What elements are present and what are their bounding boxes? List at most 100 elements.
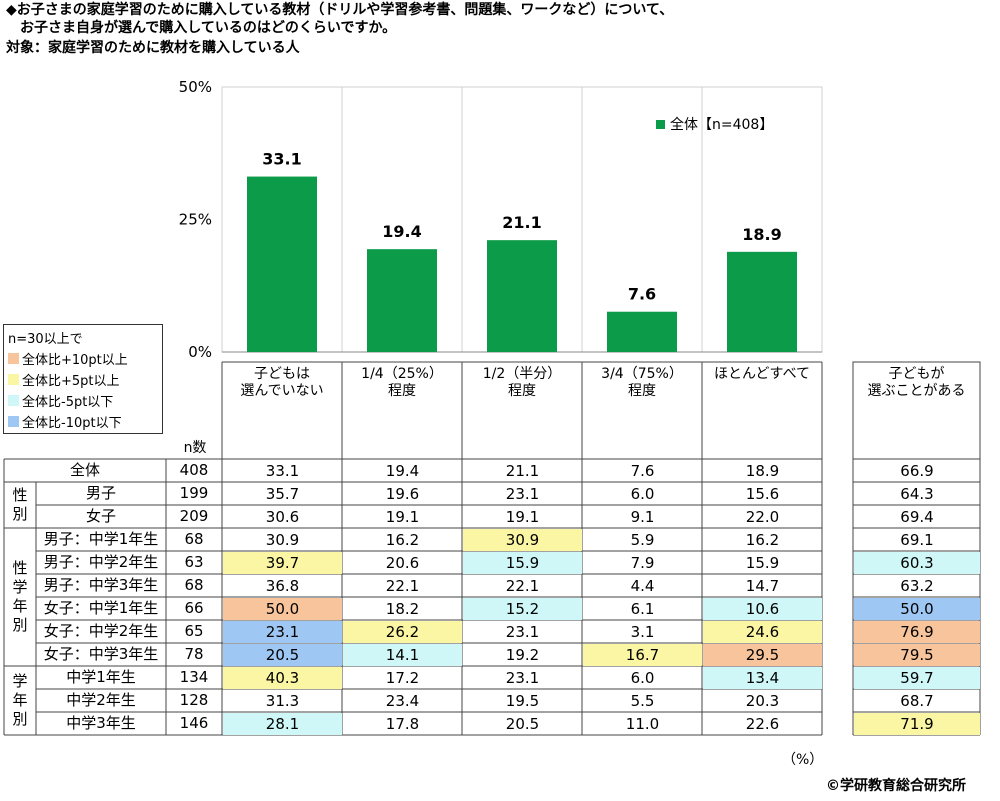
group-label: 性学年別 [4, 528, 36, 666]
table-cell: 20.3 [745, 692, 780, 710]
copyright: ©学研教育総合研究所 [826, 778, 966, 794]
bar [607, 311, 677, 352]
group-label-char: 年 [12, 691, 28, 709]
table-cell: 5.9 [630, 531, 655, 549]
table-cell: 19.4 [385, 462, 420, 480]
row-label: 女子：中学3年生 [43, 645, 159, 663]
table-cell: 11.0 [625, 715, 660, 733]
row-n: 78 [184, 645, 204, 663]
table-cell: 22.1 [505, 577, 540, 595]
row-n: 65 [184, 622, 204, 640]
bar [247, 176, 317, 352]
table-cell: 7.9 [630, 554, 655, 572]
table-cell: 5.5 [630, 692, 655, 710]
table-cell: 15.2 [463, 598, 582, 620]
table-cell: 18.2 [385, 600, 420, 618]
group-label-char: 性 [12, 486, 28, 504]
table-cell: 33.1 [265, 462, 300, 480]
table-cell: 31.3 [265, 692, 300, 710]
column-header: 子どもは [254, 366, 310, 382]
table-cell: 35.7 [265, 485, 300, 503]
group-label: 学年別 [4, 666, 36, 735]
table-cell: 6.0 [630, 485, 655, 503]
row-n: 66 [184, 599, 204, 617]
row-n: 63 [184, 553, 204, 571]
group-label-char: 学 [12, 578, 28, 596]
legend-label-plus10: 全体比+10pt以上 [22, 353, 128, 368]
group-label-char: 別 [12, 616, 28, 634]
column-header: ほとんどすべて [713, 366, 811, 382]
column-header-sub: 程度 [508, 383, 536, 399]
extra-cell: 76.9 [854, 621, 980, 643]
group-label-char: 性 [12, 559, 28, 577]
table-cell: 22.1 [385, 577, 420, 595]
column-header: 1/4（25%） [361, 366, 443, 382]
extra-cell: 63.2 [900, 577, 934, 595]
title-line-3: 対象：家庭学習のために教材を購入している人 [6, 40, 300, 56]
legend-swatch-plus5 [8, 374, 19, 385]
legend-label-minus10: 全体比-10pt以下 [22, 416, 122, 431]
table-cell: 36.8 [265, 577, 300, 595]
table-cell: 16.2 [385, 531, 420, 549]
legend-swatch-minus5 [8, 395, 19, 406]
table-cell: 30.6 [265, 508, 300, 526]
table-cell: 15.9 [463, 552, 582, 574]
highlight-legend-title: n=30以上で [8, 332, 83, 347]
table-cell: 19.1 [385, 508, 420, 526]
y-tick-label: 0% [188, 343, 212, 361]
column-header-sub: 程度 [628, 383, 656, 399]
legend-swatch-plus10 [8, 353, 19, 364]
group-label-char: 別 [12, 505, 28, 523]
table-cell: 40.3 [223, 667, 342, 689]
legend-swatch-minus10 [8, 416, 19, 427]
series-legend-label: 全体【n=408】 [670, 116, 773, 133]
table-cell: 22.6 [745, 715, 780, 733]
table-cell: 18.9 [745, 462, 780, 480]
table-cell: 22.0 [745, 508, 780, 526]
table-cell: 17.2 [385, 669, 420, 687]
row-label: 男子：中学3年生 [43, 576, 159, 594]
title-line-2: お子さま自身が選んで購入しているのはどのくらいですか。 [6, 20, 397, 36]
table-cell: 23.1 [505, 623, 540, 641]
table-cell: 19.6 [385, 485, 420, 503]
group-label: 性別 [4, 482, 36, 528]
extra-cell: 50.0 [854, 598, 980, 620]
extra-cell: 59.7 [854, 667, 980, 689]
bar-value-label: 33.1 [262, 150, 301, 169]
row-n: 134 [179, 668, 209, 686]
row-n: 209 [179, 507, 209, 525]
row-label: 女子 [85, 507, 116, 525]
extra-cell: 69.4 [900, 508, 934, 526]
table-cell: 26.2 [343, 621, 462, 643]
table-cell: 19.1 [505, 508, 540, 526]
row-label: 全体 [69, 461, 100, 479]
bar-value-label: 7.6 [628, 285, 656, 304]
table-cell: 14.1 [343, 644, 462, 666]
table-cell: 23.4 [385, 692, 420, 710]
table-cell: 29.5 [703, 644, 822, 666]
table-cell: 50.0 [223, 598, 342, 620]
column-header: 3/4（75%） [601, 366, 683, 382]
table-cell: 24.6 [703, 621, 822, 643]
row-label: 中学3年生 [66, 714, 136, 732]
table-cell: 15.9 [745, 554, 780, 572]
table-cell: 19.5 [505, 692, 540, 710]
extra-column-header-sub: 選ぶことがある [867, 383, 966, 399]
table-cell: 20.5 [505, 715, 540, 733]
bar [367, 249, 437, 352]
extra-cell: 69.1 [900, 531, 934, 549]
table-cell: 3.1 [630, 623, 655, 641]
row-n: 408 [179, 461, 209, 479]
row-n: 146 [179, 714, 209, 732]
series-legend-swatch [656, 120, 665, 129]
row-n: 199 [179, 484, 209, 502]
table-cell: 28.1 [223, 713, 342, 735]
table-cell: 23.1 [505, 669, 540, 687]
bar [727, 251, 797, 352]
title-line-1: ◆お子さまの家庭学習のために購入している教材（ドリルや学習参考書、問題集、ワーク… [6, 2, 674, 18]
row-label: 女子：中学1年生 [43, 599, 159, 617]
y-tick-label: 25% [179, 211, 212, 229]
table-cell: 17.8 [385, 715, 420, 733]
highlight-legend: n=30以上で 全体比+10pt以上 全体比+5pt以上 全体比-5pt以下 全… [3, 324, 163, 434]
